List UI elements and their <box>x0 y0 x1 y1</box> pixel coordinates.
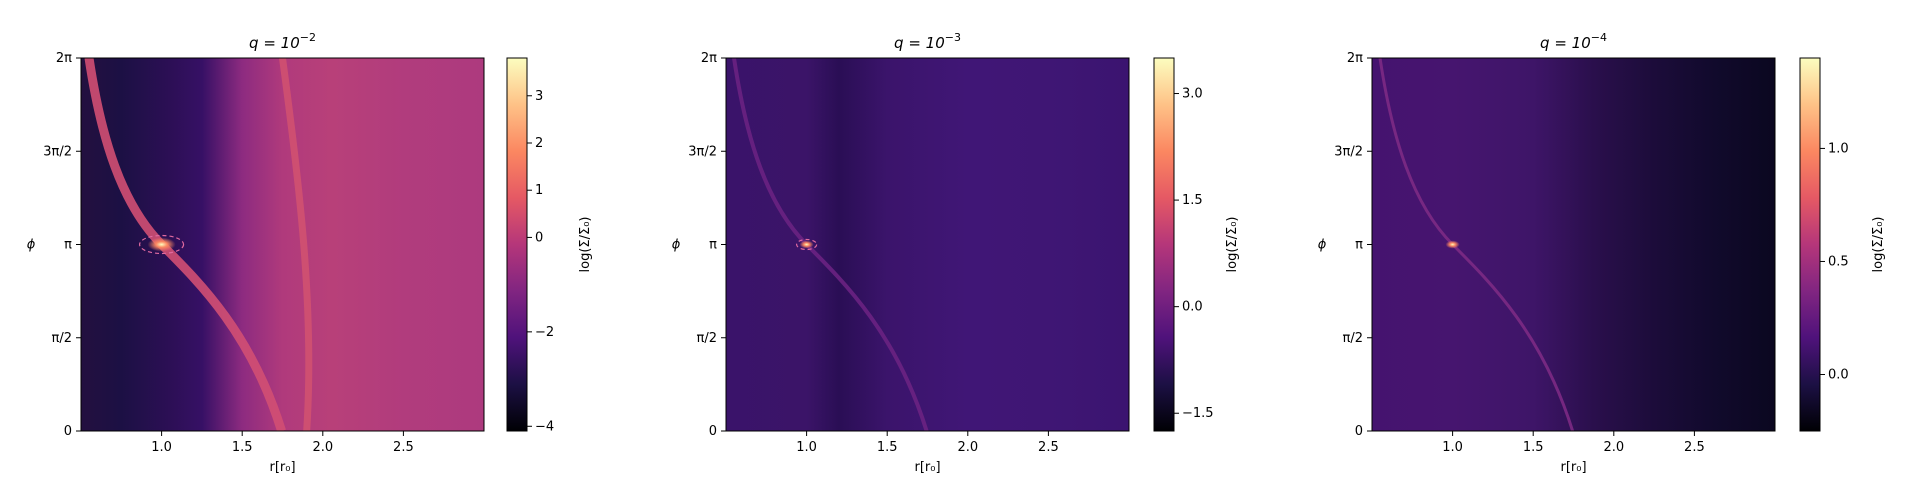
panel-2: 1.0 1.5 2.0 2.5 0 π/2 π 3π/2 2π q = 10−3 r[r₀] ϕ −1.… <box>672 31 1240 475</box>
colorbar-tick-label: 0 <box>535 230 543 245</box>
y-tick-label: 2π <box>56 51 72 66</box>
colorbar-tick-label: 3.0 <box>1182 87 1203 102</box>
colorbar <box>506 57 528 432</box>
x-tick-label: 2.5 <box>393 440 414 455</box>
y-tick-label: 0 <box>1355 424 1363 439</box>
x-tick-label: 1.0 <box>151 440 172 455</box>
y-tick-label: 3π/2 <box>1334 144 1363 159</box>
x-tick-label: 2.5 <box>1038 440 1059 455</box>
y-tick-label: π/2 <box>697 331 717 346</box>
panel-1: 1.0 1.5 2.0 2.5 0 π/2 π 3π/2 2π q = 10−2 r[r₀] ϕ −4 −… <box>27 31 593 475</box>
chart-title: q = 10−3 <box>894 31 961 52</box>
planet-marker <box>799 240 814 249</box>
x-tick-label: 1.0 <box>1442 440 1463 455</box>
colorbar-tick-label: −2 <box>535 325 554 340</box>
chart-title: q = 10−2 <box>249 31 316 52</box>
outer-arm <box>279 58 313 431</box>
x-tick-label: 2.0 <box>312 440 333 455</box>
hill-circle <box>139 234 185 255</box>
colorbar-label: log(Σ/Σ₀) <box>578 217 593 273</box>
x-tick-label: 1.5 <box>877 440 898 455</box>
colorbar-label: log(Σ/Σ₀) <box>1225 217 1240 273</box>
x-tick-label: 2.0 <box>957 440 978 455</box>
y-tick-label: 3π/2 <box>688 144 717 159</box>
x-tick-label: 1.0 <box>796 440 817 455</box>
planet-marker <box>1445 240 1460 249</box>
colorbar-tick-label: 1.5 <box>1182 193 1203 208</box>
y-tick-label: 2π <box>701 51 717 66</box>
colorbar-label: log(Σ/Σ₀) <box>1871 217 1886 273</box>
y-tick-label: 0 <box>64 424 72 439</box>
heatmap-field <box>726 58 1129 431</box>
planet-marker <box>147 237 176 252</box>
panel-3: 1.0 1.5 2.0 2.5 0 π/2 π 3π/2 2π q = 10−4 r[r₀] ϕ 0.0… <box>1318 31 1886 475</box>
y-tick-label: π <box>64 238 72 253</box>
y-axis-label: ϕ <box>1318 238 1327 253</box>
colorbar <box>1799 57 1821 432</box>
colorbar-tick-label: −1.5 <box>1182 406 1214 421</box>
colorbar-tick-label: 2 <box>535 136 543 151</box>
colorbar-tick-label: 0.0 <box>1828 367 1849 382</box>
colorbar-tick-label: 0.0 <box>1182 300 1203 315</box>
colorbar <box>1153 57 1175 432</box>
x-tick-label: 2.5 <box>1684 440 1705 455</box>
colorbar-tick-label: 3 <box>535 89 543 104</box>
colorbar-tick-label: −4 <box>535 419 554 434</box>
y-tick-label: π/2 <box>1343 331 1363 346</box>
y-tick-label: 2π <box>1347 51 1363 66</box>
y-tick-label: 3π/2 <box>43 144 72 159</box>
x-tick-label: 2.0 <box>1603 440 1624 455</box>
x-axis-label: r[r₀] <box>269 460 295 475</box>
colorbar-tick-label: 0.5 <box>1828 254 1849 269</box>
y-tick-label: 0 <box>709 424 717 439</box>
x-axis-label: r[r₀] <box>1560 460 1586 475</box>
heatmap-field <box>81 58 484 431</box>
y-tick-label: π <box>709 238 717 253</box>
y-tick-label: π/2 <box>52 331 72 346</box>
y-axis-label: ϕ <box>672 238 681 253</box>
heatmap-field <box>1372 58 1775 431</box>
x-tick-label: 1.5 <box>1523 440 1544 455</box>
x-axis-label: r[r₀] <box>914 460 940 475</box>
colorbar-tick-label: 1 <box>535 183 543 198</box>
y-tick-label: π <box>1355 238 1363 253</box>
x-tick-label: 1.5 <box>232 440 253 455</box>
hill-circle <box>795 238 818 251</box>
y-axis-label: ϕ <box>27 238 36 253</box>
chart-title: q = 10−4 <box>1540 31 1607 52</box>
colorbar-tick-label: 1.0 <box>1828 141 1849 156</box>
